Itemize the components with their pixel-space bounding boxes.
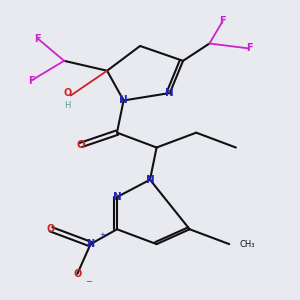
Text: CH₃: CH₃ bbox=[239, 240, 255, 249]
Text: F: F bbox=[246, 44, 252, 53]
Text: H: H bbox=[64, 101, 70, 110]
Text: F: F bbox=[28, 76, 34, 85]
Text: +: + bbox=[99, 232, 105, 238]
Text: F: F bbox=[219, 16, 226, 26]
Text: O: O bbox=[76, 140, 85, 150]
Text: N: N bbox=[112, 192, 122, 202]
Text: N: N bbox=[86, 239, 94, 249]
Text: O: O bbox=[73, 269, 82, 279]
Text: N: N bbox=[146, 175, 154, 185]
Text: −: − bbox=[85, 277, 92, 286]
Text: F: F bbox=[34, 34, 41, 44]
Text: N: N bbox=[165, 88, 174, 98]
Text: O: O bbox=[47, 224, 55, 234]
Text: O: O bbox=[63, 88, 72, 98]
Text: N: N bbox=[119, 95, 128, 106]
